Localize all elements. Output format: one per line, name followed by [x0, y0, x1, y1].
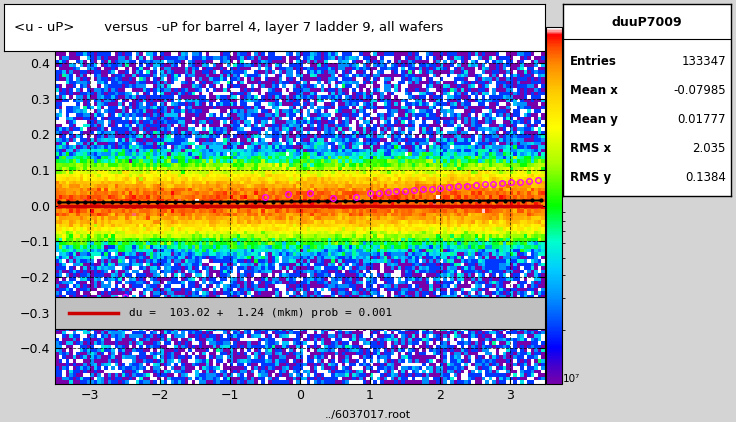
Text: RMS y: RMS y: [570, 170, 611, 184]
Text: 2.035: 2.035: [693, 142, 726, 155]
Text: duuP7009: duuP7009: [612, 16, 682, 29]
Text: Entries: Entries: [570, 55, 617, 68]
Text: 10⁷: 10⁷: [563, 374, 581, 384]
Text: Mean x: Mean x: [570, 84, 618, 97]
Text: 0.01777: 0.01777: [677, 113, 726, 126]
Text: Mean y: Mean y: [570, 113, 618, 126]
Text: RMS x: RMS x: [570, 142, 611, 155]
Text: ../6037017.root: ../6037017.root: [325, 410, 411, 420]
Text: du =  103.02 +  1.24 (mkm) prob = 0.001: du = 103.02 + 1.24 (mkm) prob = 0.001: [129, 308, 392, 318]
Bar: [55, 297, 545, 329]
Text: -0.07985: -0.07985: [673, 84, 726, 97]
Text: 0.1384: 0.1384: [685, 170, 726, 184]
Text: <u - uP>       versus  -uP for barrel 4, layer 7 ladder 9, all wafers: <u - uP> versus -uP for barrel 4, layer …: [15, 21, 444, 34]
Text: 133347: 133347: [682, 55, 726, 68]
Text: 10: 10: [563, 27, 577, 38]
